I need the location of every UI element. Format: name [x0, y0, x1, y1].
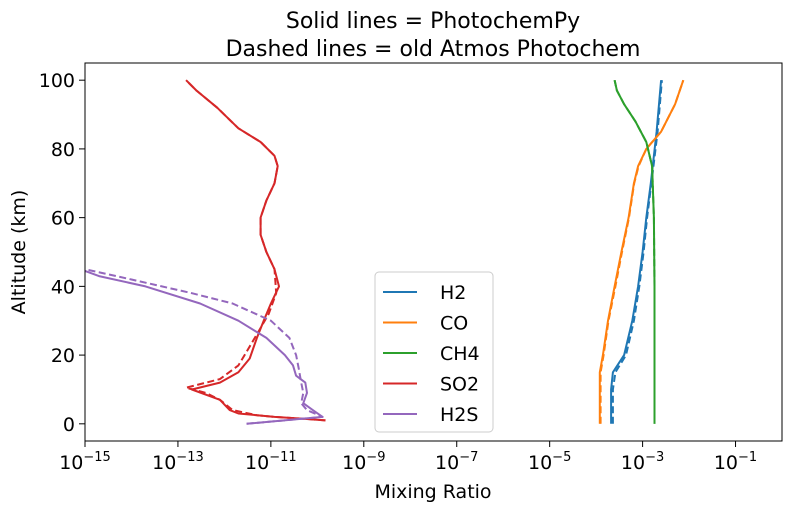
x-tick-label: 10−11 [245, 450, 297, 474]
series-line-h2-dashed [611, 80, 663, 424]
legend-label-h2s: H2S [440, 404, 478, 426]
x-tick-label: 10−15 [59, 450, 111, 474]
x-tick-label: 10−3 [621, 450, 664, 474]
y-tick-label: 80 [51, 139, 75, 161]
chart-title: Solid lines = PhotochemPy [286, 9, 580, 34]
ticks-layer: 10−15 10−13 10−11 10−9 10−7 10−5 10−3 10−1 0 20 40… [39, 70, 757, 474]
plot-frame [84, 62, 783, 442]
y-tick-label: 0 [63, 414, 75, 436]
legend: H2 CO CH4 SO2 H2S [374, 271, 494, 433]
x-tick-label: 10−5 [528, 450, 571, 474]
legend-label-co: CO [440, 313, 468, 335]
series-layer [85, 79, 685, 425]
x-tick-label: 10−1 [714, 450, 757, 474]
series-line-ch4-dashed [613, 79, 656, 424]
series-line-h2s-solid [85, 269, 324, 425]
x-tick-label: 10−13 [152, 450, 204, 474]
y-tick-label: 40 [51, 276, 75, 298]
x-axis-label: Mixing Ratio [374, 481, 491, 503]
legend-label-ch4: CH4 [440, 343, 480, 365]
y-tick-label: 60 [51, 208, 75, 230]
series-line-so2-dashed [185, 79, 326, 422]
series-line-h2s-dashed [85, 268, 324, 425]
series-line-co-dashed [599, 79, 685, 424]
legend-box [374, 271, 494, 433]
y-tick-label: 20 [51, 345, 75, 367]
y-axis-label: Altitude (km) [8, 190, 30, 315]
x-tick-label: 10−9 [342, 450, 385, 474]
y-tick-label: 100 [39, 70, 75, 92]
legend-label-so2: SO2 [440, 374, 479, 396]
x-tick-label: 10−7 [435, 450, 478, 474]
legend-label-h2: H2 [440, 282, 466, 304]
chart-subtitle: Dashed lines = old Atmos Photochem [226, 37, 641, 62]
